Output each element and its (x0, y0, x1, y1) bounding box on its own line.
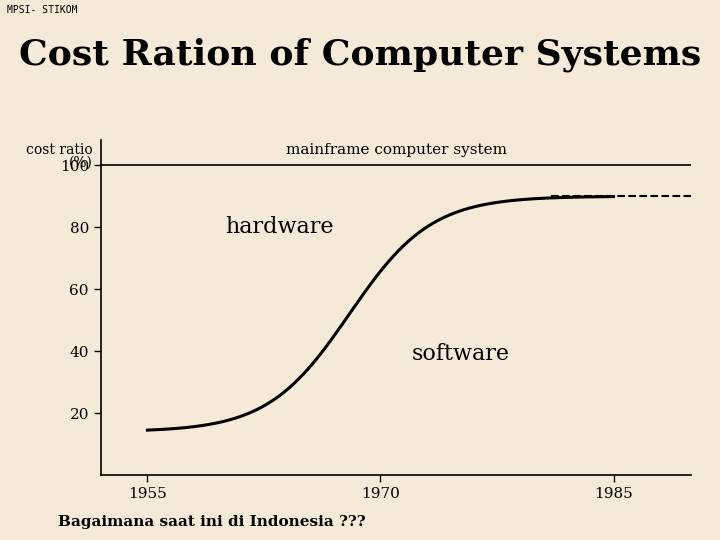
Text: software: software (412, 343, 510, 366)
Text: hardware: hardware (225, 217, 333, 238)
Text: MPSI- STIKOM: MPSI- STIKOM (7, 5, 78, 16)
Text: Cost Ration of Computer Systems: Cost Ration of Computer Systems (19, 38, 701, 72)
Text: Bagaimana saat ini di Indonesia ???: Bagaimana saat ini di Indonesia ??? (58, 515, 365, 529)
Text: mainframe computer system: mainframe computer system (286, 144, 506, 158)
Text: (%): (%) (69, 156, 93, 170)
Text: cost ratio: cost ratio (27, 144, 93, 158)
